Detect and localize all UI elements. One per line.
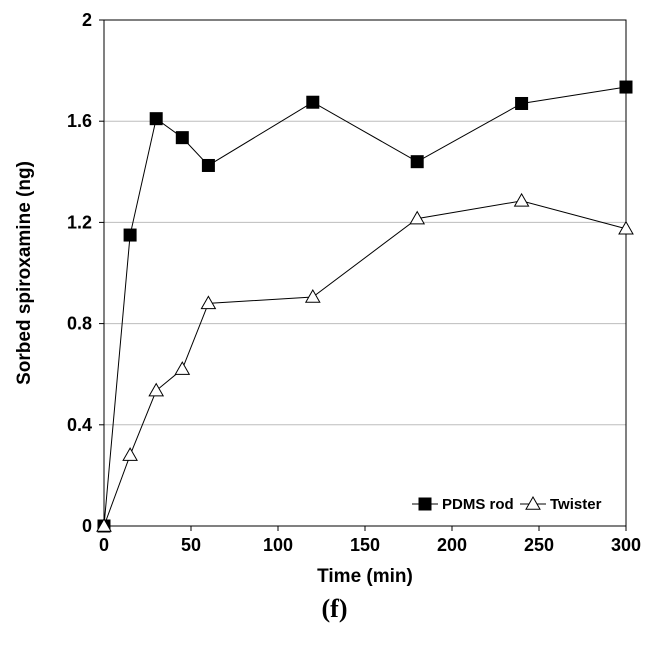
y-tick-label: 0 (82, 516, 92, 536)
data-point (619, 80, 633, 94)
x-tick-label: 150 (350, 535, 380, 555)
data-point (201, 158, 215, 172)
y-tick-label: 0.8 (67, 314, 92, 334)
data-point (123, 228, 137, 242)
data-point (149, 112, 163, 126)
y-tick-label: 1.2 (67, 212, 92, 232)
y-tick-label: 0.4 (67, 415, 92, 435)
legend-label: PDMS rod (442, 496, 514, 513)
x-tick-label: 50 (181, 535, 201, 555)
data-point (618, 220, 634, 235)
chart: 0 0.4 0.8 1.2 1.6 2 0 50 100 150 200 250 300 PDMS ro… (14, 10, 641, 587)
legend-marker (418, 497, 432, 511)
data-point (96, 517, 112, 532)
data-point (200, 295, 217, 310)
y-axis-title: Sorbed spiroxamine (ng) (14, 161, 35, 385)
legend-label: Twister (550, 496, 602, 513)
legend-item: Twister (520, 495, 602, 513)
legend-item: PDMS rod (412, 496, 514, 513)
x-axis-title: Time (min) (317, 566, 413, 587)
data-point (515, 96, 529, 110)
data-point (148, 382, 165, 397)
data-point (409, 210, 426, 225)
plot-area-frame (103, 19, 627, 527)
x-tick-label: 200 (437, 535, 467, 555)
series-twister (96, 192, 634, 532)
x-tick-label: 0 (99, 535, 109, 555)
data-point (304, 289, 321, 303)
data-point (175, 131, 189, 145)
x-tick-label: 250 (524, 535, 554, 555)
x-tick-label: 100 (263, 535, 293, 555)
data-point (122, 447, 138, 461)
legend-marker (525, 495, 541, 510)
data-point (306, 95, 320, 109)
axes: 0 0.4 0.8 1.2 1.6 2 0 50 100 150 200 250 300 (67, 10, 641, 555)
y-tick-label: 2 (82, 10, 92, 30)
series-layer (96, 80, 634, 533)
data-point (410, 155, 424, 169)
series-pdms-rod (97, 80, 633, 533)
panel-label: (f) (321, 594, 348, 623)
data-point (174, 361, 191, 375)
data-point (513, 192, 530, 207)
x-tick-label: 300 (611, 535, 641, 555)
series-line (103, 86, 627, 527)
legend: PDMS rod Twister (412, 495, 602, 513)
y-tick-label: 1.6 (67, 111, 92, 131)
grid-lines (104, 120, 626, 426)
